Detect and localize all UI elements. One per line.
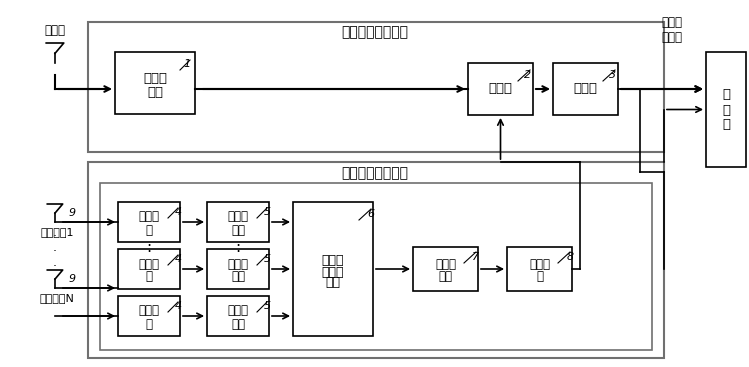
Text: 6: 6 (368, 209, 374, 219)
Text: 上变频: 上变频 (529, 258, 550, 270)
Text: 1: 1 (184, 59, 190, 69)
Text: :: : (235, 240, 240, 255)
Text: 数模转: 数模转 (435, 258, 456, 270)
Text: 器: 器 (145, 270, 153, 283)
Text: 模数转: 模数转 (228, 258, 249, 270)
Text: 换器: 换器 (231, 317, 245, 331)
Bar (88, 162, 664, 358)
Text: 下变频: 下变频 (139, 258, 160, 270)
Text: 数字波束形成模块: 数字波束形成模块 (342, 166, 408, 180)
Text: 7: 7 (473, 252, 479, 262)
Text: 模数转: 模数转 (228, 211, 249, 224)
Text: 主天线: 主天线 (44, 23, 65, 36)
Text: 换器: 换器 (231, 270, 245, 283)
Text: 辅助天线1: 辅助天线1 (40, 227, 73, 237)
Text: 器: 器 (145, 317, 153, 331)
Text: 5: 5 (264, 207, 270, 217)
Text: 5: 5 (264, 254, 270, 264)
Bar (118, 202, 180, 242)
Text: 9: 9 (68, 274, 76, 284)
Text: 器: 器 (536, 270, 543, 283)
Text: 模数转: 模数转 (228, 305, 249, 317)
Bar (553, 63, 618, 115)
Bar (118, 296, 180, 336)
Bar (413, 247, 478, 291)
Text: 5: 5 (264, 301, 270, 311)
Text: 器: 器 (145, 224, 153, 236)
Text: 数字信: 数字信 (322, 254, 345, 268)
Text: 4: 4 (175, 254, 181, 264)
Text: 号处理: 号处理 (322, 265, 345, 279)
Bar (293, 202, 373, 336)
Text: 8: 8 (566, 252, 574, 262)
Text: 换器: 换器 (438, 270, 452, 283)
Text: 2: 2 (524, 70, 532, 80)
Bar (207, 202, 269, 242)
Text: 单元: 单元 (326, 276, 341, 290)
Text: 4: 4 (175, 301, 181, 311)
Bar (118, 249, 180, 289)
Bar (115, 52, 195, 114)
Bar (100, 183, 652, 350)
Text: 换器: 换器 (231, 224, 245, 236)
Text: 对消输
出信号: 对消输 出信号 (661, 16, 682, 44)
Text: 辅助天线N: 辅助天线N (40, 293, 74, 303)
Text: :: : (147, 240, 151, 255)
Bar (88, 22, 664, 152)
Bar (207, 249, 269, 289)
Text: ·
·
·: · · · (53, 230, 57, 273)
Bar (507, 247, 572, 291)
Text: 3: 3 (610, 70, 616, 80)
Text: 下变频: 下变频 (139, 305, 160, 317)
Text: 合成器: 合成器 (488, 83, 512, 95)
Text: 模拟干扰对消模块: 模拟干扰对消模块 (342, 25, 408, 39)
Text: 9: 9 (68, 208, 76, 218)
Text: 耦合器: 耦合器 (574, 83, 598, 95)
Bar (207, 296, 269, 336)
Bar (706, 52, 746, 167)
Text: 4: 4 (175, 207, 181, 217)
Text: 时线: 时线 (147, 86, 163, 98)
Text: 接
收
机: 接 收 机 (722, 88, 730, 131)
Text: 下变频: 下变频 (139, 211, 160, 224)
Bar (468, 63, 533, 115)
Text: 微波延: 微波延 (143, 72, 167, 84)
